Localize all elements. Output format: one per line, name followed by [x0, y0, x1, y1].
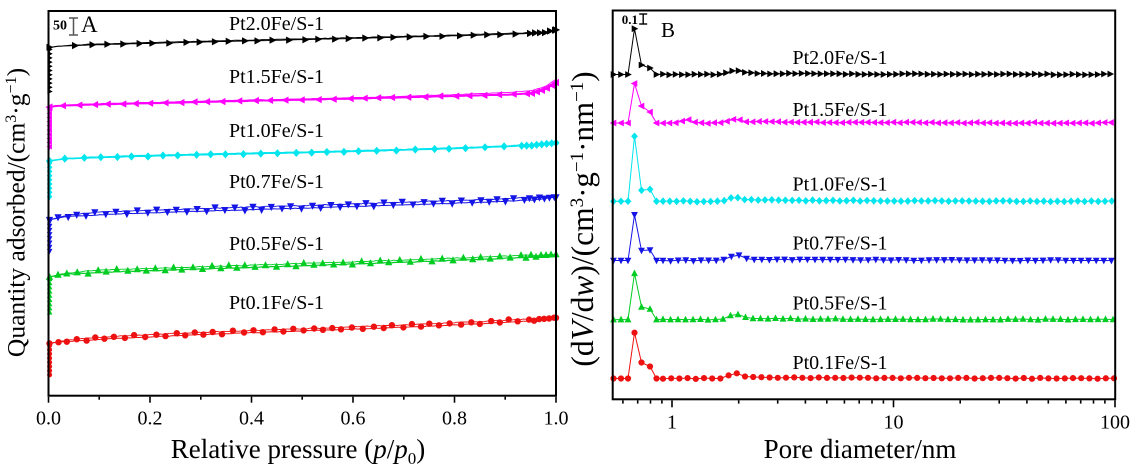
svg-text:10: 10	[884, 411, 904, 433]
svg-text:Pt0.5Fe/S-1: Pt0.5Fe/S-1	[229, 233, 324, 255]
svg-text:1.0: 1.0	[544, 407, 569, 429]
svg-text:100: 100	[1100, 411, 1130, 433]
svg-text:Relative pressure (p/p0): Relative pressure (p/p0)	[171, 434, 425, 468]
svg-text:Pt0.5Fe/S-1: Pt0.5Fe/S-1	[792, 293, 887, 315]
svg-text:0.2: 0.2	[138, 407, 163, 429]
svg-text:Pt1.0Fe/S-1: Pt1.0Fe/S-1	[229, 120, 324, 142]
svg-text:Pt2.0Fe/S-1: Pt2.0Fe/S-1	[229, 13, 324, 35]
svg-text:0.4: 0.4	[239, 407, 264, 429]
svg-text:Pt1.5Fe/S-1: Pt1.5Fe/S-1	[792, 99, 887, 121]
svg-text:B: B	[661, 18, 675, 42]
svg-text:0.6: 0.6	[341, 407, 366, 429]
svg-text:0.8: 0.8	[442, 407, 467, 429]
svg-text:A: A	[81, 12, 98, 37]
svg-text:Pt2.0Fe/S-1: Pt2.0Fe/S-1	[792, 47, 887, 69]
svg-text:Pt1.0Fe/S-1: Pt1.0Fe/S-1	[792, 174, 887, 196]
svg-text:Pt0.7Fe/S-1: Pt0.7Fe/S-1	[792, 232, 887, 254]
svg-text:0.0: 0.0	[36, 407, 61, 429]
svg-text:50: 50	[53, 19, 67, 34]
svg-text:Pore diameter/nm: Pore diameter/nm	[764, 434, 957, 464]
svg-text:Pt0.1Fe/S-1: Pt0.1Fe/S-1	[792, 352, 887, 374]
svg-text:(dV/dw)/(cm3·g−1·nm−1): (dV/dw)/(cm3·g−1·nm−1)	[565, 71, 600, 366]
svg-text:Pt0.7Fe/S-1: Pt0.7Fe/S-1	[229, 171, 324, 193]
svg-text:0.1: 0.1	[622, 12, 638, 27]
svg-text:Quantity adsorbed/(cm3·g−1): Quantity adsorbed/(cm3·g−1)	[2, 68, 31, 357]
svg-text:Pt0.1Fe/S-1: Pt0.1Fe/S-1	[229, 292, 324, 314]
svg-text:Pt1.5Fe/S-1: Pt1.5Fe/S-1	[229, 66, 324, 88]
svg-text:1: 1	[667, 411, 677, 433]
